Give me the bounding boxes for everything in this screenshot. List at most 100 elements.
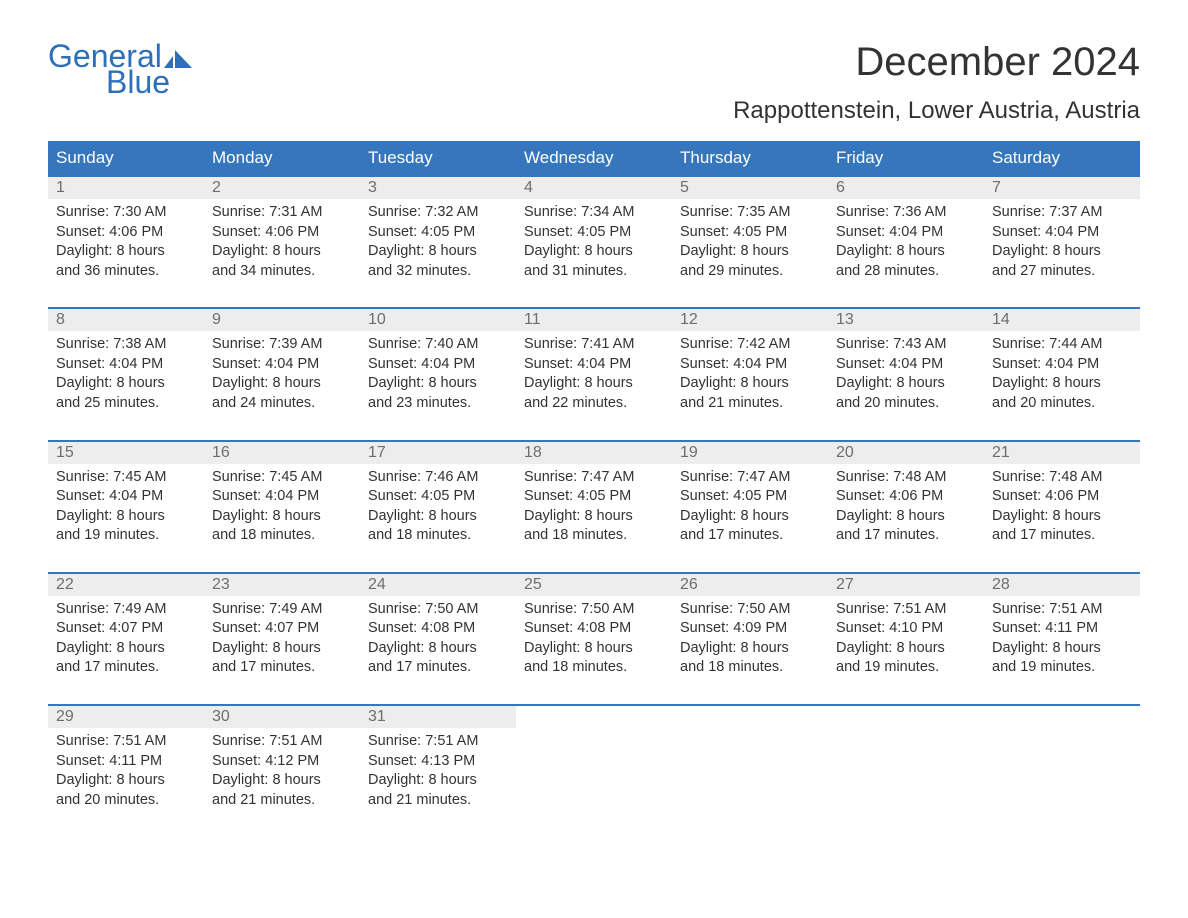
day-number: 6 [828, 177, 984, 199]
day-number: 1 [48, 177, 204, 199]
day-body: Sunrise: 7:51 AMSunset: 4:13 PMDaylight:… [360, 728, 516, 816]
day-number: 30 [204, 706, 360, 728]
day-cell: 3Sunrise: 7:32 AMSunset: 4:05 PMDaylight… [360, 177, 516, 287]
day-number: 26 [672, 574, 828, 596]
day-cell: 19Sunrise: 7:47 AMSunset: 4:05 PMDayligh… [672, 442, 828, 552]
day-cell: 11Sunrise: 7:41 AMSunset: 4:04 PMDayligh… [516, 309, 672, 419]
day-body: Sunrise: 7:35 AMSunset: 4:05 PMDaylight:… [672, 199, 828, 287]
day-cell: 10Sunrise: 7:40 AMSunset: 4:04 PMDayligh… [360, 309, 516, 419]
logo: General Blue [48, 40, 192, 98]
day-body: Sunrise: 7:51 AMSunset: 4:11 PMDaylight:… [984, 596, 1140, 684]
day-cell: 16Sunrise: 7:45 AMSunset: 4:04 PMDayligh… [204, 442, 360, 552]
dow-cell: Monday [204, 141, 360, 175]
dow-cell: Saturday [984, 141, 1140, 175]
dow-cell: Tuesday [360, 141, 516, 175]
day-number: 20 [828, 442, 984, 464]
day-body: Sunrise: 7:45 AMSunset: 4:04 PMDaylight:… [204, 464, 360, 552]
day-number: 4 [516, 177, 672, 199]
day-body: Sunrise: 7:49 AMSunset: 4:07 PMDaylight:… [48, 596, 204, 684]
day-cell: 2Sunrise: 7:31 AMSunset: 4:06 PMDaylight… [204, 177, 360, 287]
day-number: 15 [48, 442, 204, 464]
day-body: Sunrise: 7:36 AMSunset: 4:04 PMDaylight:… [828, 199, 984, 287]
day-number: 23 [204, 574, 360, 596]
day-body: Sunrise: 7:40 AMSunset: 4:04 PMDaylight:… [360, 331, 516, 419]
day-cell: 4Sunrise: 7:34 AMSunset: 4:05 PMDaylight… [516, 177, 672, 287]
day-cell: 14Sunrise: 7:44 AMSunset: 4:04 PMDayligh… [984, 309, 1140, 419]
day-cell [984, 706, 1140, 816]
day-number: 27 [828, 574, 984, 596]
day-body: Sunrise: 7:30 AMSunset: 4:06 PMDaylight:… [48, 199, 204, 287]
day-number: 24 [360, 574, 516, 596]
day-body: Sunrise: 7:31 AMSunset: 4:06 PMDaylight:… [204, 199, 360, 287]
day-number: 29 [48, 706, 204, 728]
day-of-week-header: SundayMondayTuesdayWednesdayThursdayFrid… [48, 141, 1140, 175]
week-row: 22Sunrise: 7:49 AMSunset: 4:07 PMDayligh… [48, 572, 1140, 684]
day-cell [828, 706, 984, 816]
day-number [984, 706, 1140, 728]
day-number [516, 706, 672, 728]
day-number: 13 [828, 309, 984, 331]
day-number: 11 [516, 309, 672, 331]
logo-word2: Blue [106, 64, 170, 100]
header: General Blue December 2024 Rappottenstei… [48, 40, 1140, 133]
calendar: SundayMondayTuesdayWednesdayThursdayFrid… [48, 141, 1140, 816]
title-block: December 2024 Rappottenstein, Lower Aust… [733, 40, 1140, 133]
day-cell: 7Sunrise: 7:37 AMSunset: 4:04 PMDaylight… [984, 177, 1140, 287]
dow-cell: Friday [828, 141, 984, 175]
day-body: Sunrise: 7:44 AMSunset: 4:04 PMDaylight:… [984, 331, 1140, 419]
day-body: Sunrise: 7:37 AMSunset: 4:04 PMDaylight:… [984, 199, 1140, 287]
day-number: 5 [672, 177, 828, 199]
day-number: 25 [516, 574, 672, 596]
day-cell: 25Sunrise: 7:50 AMSunset: 4:08 PMDayligh… [516, 574, 672, 684]
day-cell: 23Sunrise: 7:49 AMSunset: 4:07 PMDayligh… [204, 574, 360, 684]
day-body: Sunrise: 7:51 AMSunset: 4:10 PMDaylight:… [828, 596, 984, 684]
day-body: Sunrise: 7:32 AMSunset: 4:05 PMDaylight:… [360, 199, 516, 287]
day-body: Sunrise: 7:43 AMSunset: 4:04 PMDaylight:… [828, 331, 984, 419]
day-body: Sunrise: 7:50 AMSunset: 4:09 PMDaylight:… [672, 596, 828, 684]
day-cell: 13Sunrise: 7:43 AMSunset: 4:04 PMDayligh… [828, 309, 984, 419]
day-cell: 29Sunrise: 7:51 AMSunset: 4:11 PMDayligh… [48, 706, 204, 816]
day-cell: 21Sunrise: 7:48 AMSunset: 4:06 PMDayligh… [984, 442, 1140, 552]
day-cell: 18Sunrise: 7:47 AMSunset: 4:05 PMDayligh… [516, 442, 672, 552]
day-body: Sunrise: 7:45 AMSunset: 4:04 PMDaylight:… [48, 464, 204, 552]
day-cell: 17Sunrise: 7:46 AMSunset: 4:05 PMDayligh… [360, 442, 516, 552]
day-body: Sunrise: 7:48 AMSunset: 4:06 PMDaylight:… [828, 464, 984, 552]
day-body: Sunrise: 7:47 AMSunset: 4:05 PMDaylight:… [516, 464, 672, 552]
day-cell: 27Sunrise: 7:51 AMSunset: 4:10 PMDayligh… [828, 574, 984, 684]
week-row: 1Sunrise: 7:30 AMSunset: 4:06 PMDaylight… [48, 175, 1140, 287]
day-number: 9 [204, 309, 360, 331]
day-number: 10 [360, 309, 516, 331]
day-cell [516, 706, 672, 816]
day-body: Sunrise: 7:49 AMSunset: 4:07 PMDaylight:… [204, 596, 360, 684]
day-body: Sunrise: 7:47 AMSunset: 4:05 PMDaylight:… [672, 464, 828, 552]
week-row: 29Sunrise: 7:51 AMSunset: 4:11 PMDayligh… [48, 704, 1140, 816]
day-cell: 30Sunrise: 7:51 AMSunset: 4:12 PMDayligh… [204, 706, 360, 816]
day-body: Sunrise: 7:39 AMSunset: 4:04 PMDaylight:… [204, 331, 360, 419]
day-cell: 22Sunrise: 7:49 AMSunset: 4:07 PMDayligh… [48, 574, 204, 684]
day-cell [672, 706, 828, 816]
day-number: 18 [516, 442, 672, 464]
day-number: 19 [672, 442, 828, 464]
day-body: Sunrise: 7:50 AMSunset: 4:08 PMDaylight:… [360, 596, 516, 684]
day-number [672, 706, 828, 728]
day-cell: 26Sunrise: 7:50 AMSunset: 4:09 PMDayligh… [672, 574, 828, 684]
day-body: Sunrise: 7:46 AMSunset: 4:05 PMDaylight:… [360, 464, 516, 552]
week-row: 15Sunrise: 7:45 AMSunset: 4:04 PMDayligh… [48, 440, 1140, 552]
day-body: Sunrise: 7:51 AMSunset: 4:12 PMDaylight:… [204, 728, 360, 816]
day-body: Sunrise: 7:38 AMSunset: 4:04 PMDaylight:… [48, 331, 204, 419]
day-number: 12 [672, 309, 828, 331]
day-number: 3 [360, 177, 516, 199]
day-body: Sunrise: 7:51 AMSunset: 4:11 PMDaylight:… [48, 728, 204, 816]
day-cell: 28Sunrise: 7:51 AMSunset: 4:11 PMDayligh… [984, 574, 1140, 684]
day-cell: 24Sunrise: 7:50 AMSunset: 4:08 PMDayligh… [360, 574, 516, 684]
day-number: 7 [984, 177, 1140, 199]
day-number: 14 [984, 309, 1140, 331]
day-number: 28 [984, 574, 1140, 596]
day-number [828, 706, 984, 728]
day-cell: 5Sunrise: 7:35 AMSunset: 4:05 PMDaylight… [672, 177, 828, 287]
day-cell: 1Sunrise: 7:30 AMSunset: 4:06 PMDaylight… [48, 177, 204, 287]
day-number: 8 [48, 309, 204, 331]
day-body: Sunrise: 7:50 AMSunset: 4:08 PMDaylight:… [516, 596, 672, 684]
dow-cell: Wednesday [516, 141, 672, 175]
day-cell: 9Sunrise: 7:39 AMSunset: 4:04 PMDaylight… [204, 309, 360, 419]
